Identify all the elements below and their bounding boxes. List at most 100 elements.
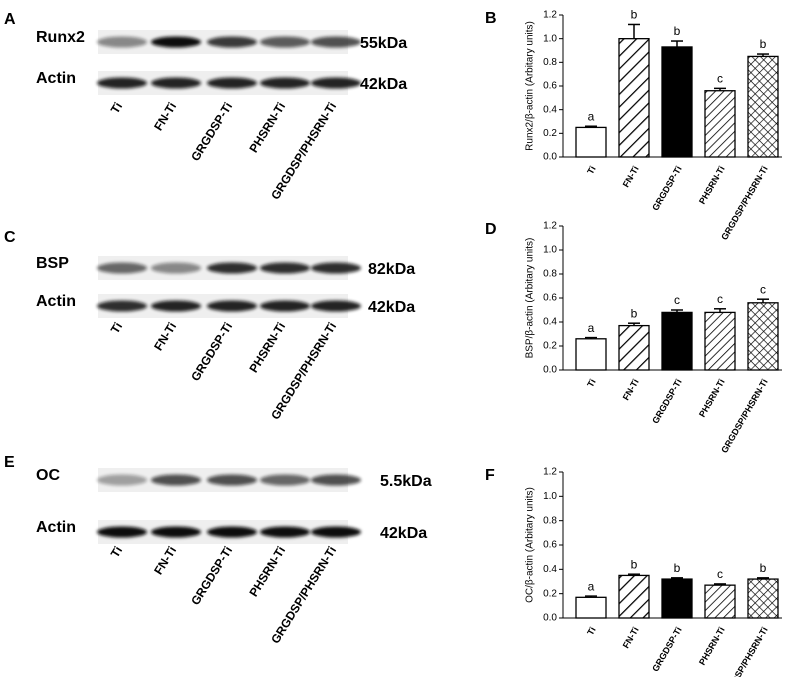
band: [260, 262, 310, 274]
band: [207, 262, 257, 274]
band: [97, 474, 147, 486]
band: [97, 300, 147, 312]
band: [260, 526, 310, 538]
panel-label: E: [4, 454, 15, 471]
x-tick-label: FN-Ti: [621, 377, 641, 402]
protein-label: Actin: [36, 70, 76, 87]
protein-label: Runx2: [36, 29, 85, 46]
protein-label: BSP: [36, 255, 69, 272]
x-tick-label: GRGDSP/PHSRN-Ti: [719, 377, 770, 455]
significance-label: c: [717, 292, 723, 306]
band: [97, 77, 147, 89]
lane-label: FN-Ti: [151, 100, 179, 133]
x-tick-label: PHSRN-Ti: [697, 625, 727, 667]
band: [311, 300, 361, 312]
y-tick-label: 0.2: [543, 128, 557, 139]
band: [97, 262, 147, 274]
panel-label: C: [4, 229, 16, 246]
y-tick-label: 0.6: [543, 81, 557, 92]
lane-label: GRGDSP-Ti: [188, 100, 235, 164]
x-tick-label: GRGDSP-Ti: [650, 377, 684, 425]
y-axis-label: BSP/β-actin (Arbitary units): [525, 238, 536, 359]
significance-label: b: [760, 37, 767, 51]
y-tick-label: 0.2: [543, 341, 557, 352]
band: [97, 526, 147, 538]
y-axis-label: Runx2/β-actin (Arbitary units): [525, 21, 536, 151]
band: [207, 474, 257, 486]
bar: [575, 338, 607, 371]
significance-label: c: [674, 293, 680, 307]
x-tick-label: PHSRN-Ti: [697, 164, 727, 206]
x-tick-label: GRGDSP/PHSRN-Ti: [719, 164, 770, 242]
band: [311, 526, 361, 538]
size-label: 55kDa: [360, 35, 407, 52]
x-tick-label: FN-Ti: [621, 164, 641, 189]
bar: [618, 324, 650, 371]
bar: [661, 46, 693, 158]
bar: [618, 574, 650, 619]
band: [151, 262, 201, 274]
band: [151, 526, 201, 538]
significance-label: b: [674, 24, 681, 38]
panel-label: B: [485, 10, 497, 27]
bar: [661, 578, 693, 619]
significance-label: b: [631, 557, 638, 571]
band: [260, 77, 310, 89]
size-label: 5.5kDa: [380, 473, 432, 490]
significance-label: a: [588, 321, 595, 335]
bar: [704, 584, 736, 619]
y-tick-label: 0.4: [543, 104, 557, 115]
y-tick-label: 0.0: [543, 152, 557, 163]
band: [311, 77, 361, 89]
lane-label: GRGDSP-Ti: [188, 544, 235, 608]
lane-label: Ti: [108, 320, 125, 336]
significance-label: c: [760, 282, 766, 296]
y-tick-label: 0.8: [543, 269, 557, 280]
lane-label: PHSRN-Ti: [246, 320, 288, 375]
band: [151, 300, 201, 312]
bar: [704, 311, 736, 371]
protein-label: OC: [36, 467, 60, 484]
y-tick-label: 0.4: [543, 317, 557, 328]
x-tick-label: GRGDSP-Ti: [650, 164, 684, 212]
y-axis-label: OC/β-actin (Arbitary units): [525, 487, 536, 603]
lane-label: PHSRN-Ti: [246, 100, 288, 155]
y-tick-label: 0.6: [543, 293, 557, 304]
significance-label: b: [760, 561, 767, 575]
band: [260, 474, 310, 486]
panel-label: D: [485, 221, 497, 238]
lane-label: FN-Ti: [151, 320, 179, 353]
y-tick-label: 1.0: [543, 491, 557, 502]
significance-label: a: [588, 579, 595, 593]
y-tick-label: 1.2: [543, 10, 557, 21]
protein-label: Actin: [36, 293, 76, 310]
y-tick-label: 0.8: [543, 515, 557, 526]
band: [207, 300, 257, 312]
significance-label: c: [717, 567, 723, 581]
y-tick-label: 0.4: [543, 564, 557, 575]
y-tick-label: 1.0: [543, 33, 557, 44]
lane-label: Ti: [108, 544, 125, 560]
y-tick-label: 0.0: [543, 365, 557, 376]
protein-label: Actin: [36, 519, 76, 536]
x-tick-label: FN-Ti: [621, 625, 641, 650]
lane-label: GRGDSP-Ti: [188, 320, 235, 384]
size-label: 42kDa: [368, 299, 415, 316]
band: [207, 36, 257, 48]
y-tick-label: 1.0: [543, 245, 557, 256]
y-tick-label: 1.2: [543, 467, 557, 478]
significance-label: a: [588, 109, 595, 123]
band: [151, 36, 201, 48]
bar: [575, 596, 607, 619]
x-tick-label: Ti: [585, 625, 598, 637]
y-tick-label: 0.2: [543, 588, 557, 599]
band: [311, 474, 361, 486]
size-label: 82kDa: [368, 261, 415, 278]
band: [260, 300, 310, 312]
lane-label: Ti: [108, 100, 125, 116]
significance-label: b: [631, 306, 638, 320]
y-tick-label: 0.8: [543, 57, 557, 68]
band: [151, 77, 201, 89]
panel-label: A: [4, 11, 16, 28]
size-label: 42kDa: [380, 525, 427, 542]
